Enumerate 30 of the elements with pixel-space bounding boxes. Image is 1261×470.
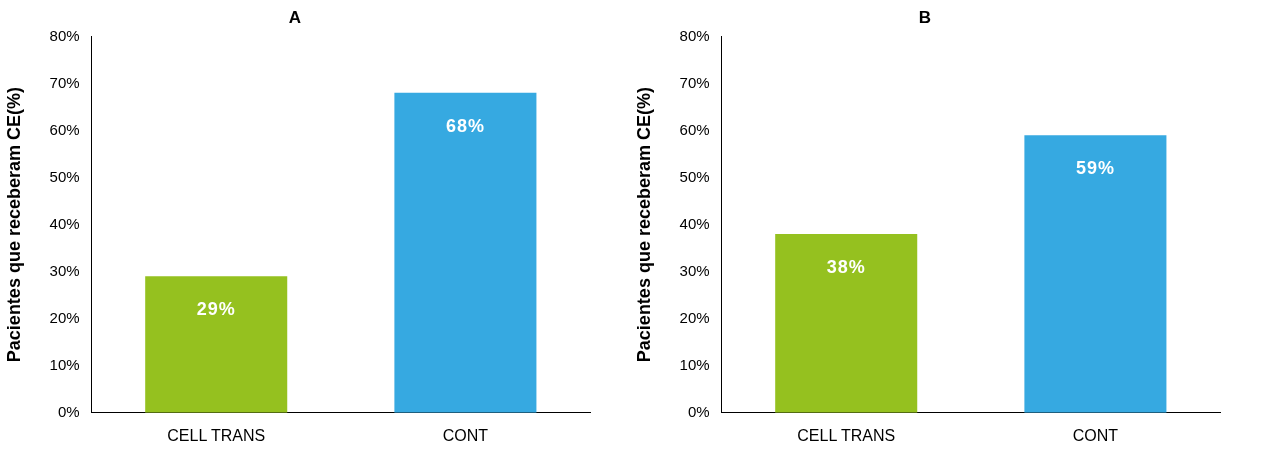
y-tick-label: 40% [679,214,710,232]
y-tick-label: 60% [679,120,710,138]
x-tick-label: CELL TRANS [167,426,266,444]
y-tick-label: 20% [49,308,80,326]
y-tick-label: 70% [49,73,80,91]
x-tick-label: CONT [1072,426,1119,444]
chart-title: B [918,7,932,27]
y-tick-label: 50% [49,167,80,185]
y-tick-label: 10% [679,355,710,373]
x-tick-label: CELL TRANS [797,426,896,444]
y-tick-label: 0% [687,402,710,420]
y-tick-label: 30% [679,261,710,279]
y-tick-label: 30% [49,261,80,279]
y-tick-label: 80% [49,26,80,44]
y-axis-title: Pacientes que receberam CE(%) [3,87,24,363]
y-tick-label: 60% [49,120,80,138]
data-label: 29% [196,299,236,320]
y-tick-label: 0% [57,402,80,420]
y-tick-label: 70% [679,73,710,91]
data-label: 68% [445,115,485,136]
y-tick-label: 20% [679,308,710,326]
data-label: 38% [826,256,866,277]
y-axis-title: Pacientes que receberam CE(%) [633,87,654,363]
y-tick-label: 80% [679,26,710,44]
x-tick-label: CONT [442,426,489,444]
chart-title: A [288,7,302,27]
y-tick-label: 50% [679,167,710,185]
data-label: 59% [1075,158,1115,179]
y-tick-label: 10% [49,355,80,373]
y-tick-label: 40% [49,214,80,232]
